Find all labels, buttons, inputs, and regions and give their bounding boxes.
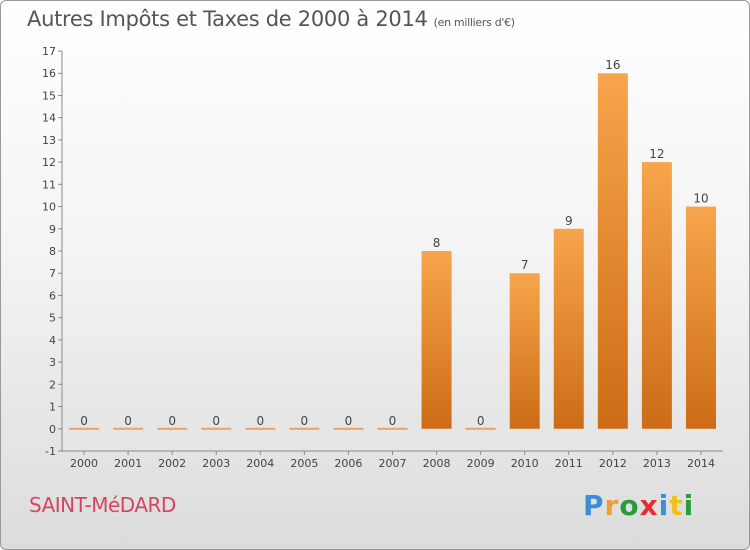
y-tick-label: 1 [49,401,56,414]
chart-title-text: Autres Impôts et Taxes de 2000 à 2014 [27,7,428,31]
x-tick-label: 2005 [290,457,318,470]
bar [289,427,320,430]
chart-unit: (en milliers d'€) [433,16,515,29]
commune-name: SAINT-MéDARD [29,493,176,517]
y-tick-label: 15 [42,89,56,102]
bar [69,427,100,430]
logo-letter: o [619,489,640,522]
logo-letter: i [683,489,695,522]
bar [509,273,540,429]
bar-value-label: 0 [124,414,132,428]
x-tick-label: 2010 [511,457,539,470]
logo-letter: t [669,489,684,522]
x-tick-label: 2008 [423,457,451,470]
bar [421,251,452,429]
bar-value-label: 0 [256,414,264,428]
y-tick-label: 16 [42,67,56,80]
y-tick-label: 13 [42,134,56,147]
bar-value-label: 0 [389,414,397,428]
bar [201,427,232,430]
y-tick-label: 5 [49,312,56,325]
x-tick-label: 2000 [70,457,98,470]
bar-value-label: 0 [168,414,176,428]
logo-letter: i [658,489,670,522]
bar [685,206,716,429]
y-tick-label: 4 [49,334,56,347]
x-tick-label: 2014 [687,457,715,470]
bar [157,427,188,430]
bar-value-label: 0 [345,414,353,428]
bar [465,427,496,430]
x-tick-label: 2012 [599,457,627,470]
bar-value-label: 0 [80,414,88,428]
y-tick-label: 9 [49,223,56,236]
x-tick-label: 2002 [158,457,186,470]
bar [597,73,628,429]
logo-letter: x [639,489,659,522]
bar [245,427,276,430]
y-tick-label: 10 [42,201,56,214]
x-tick-label: 2001 [114,457,142,470]
logo-letter: P [583,489,605,522]
x-tick-label: 2003 [202,457,230,470]
bar-value-label: 0 [301,414,309,428]
x-tick-label: 2004 [246,457,274,470]
bar-value-label: 16 [605,58,620,72]
x-tick-label: 2007 [379,457,407,470]
proxiti-logo[interactable]: Proxiti [583,489,694,522]
x-tick-label: 2011 [555,457,583,470]
y-tick-label: 12 [42,156,56,169]
y-tick-label: 0 [49,423,56,436]
chart-title: Autres Impôts et Taxes de 2000 à 2014 (en… [27,7,515,31]
y-tick-label: 8 [49,245,56,258]
y-tick-label: 6 [49,289,56,302]
y-tick-label: -1 [45,445,56,458]
y-tick-label: 14 [42,112,56,125]
bar [113,427,144,430]
bar [641,162,672,429]
bar-value-label: 8 [433,236,441,250]
y-tick-label: 3 [49,356,56,369]
bar-value-label: 10 [693,192,708,206]
bar-value-label: 0 [477,414,485,428]
bar [377,427,408,430]
x-tick-label: 2013 [643,457,671,470]
bar-value-label: 0 [212,414,220,428]
logo-letter: r [604,489,620,522]
x-tick-label: 2009 [467,457,495,470]
bar-value-label: 9 [565,214,573,228]
y-tick-label: 11 [42,178,56,191]
bar [553,228,584,429]
y-tick-label: 17 [42,45,56,58]
x-tick-label: 2006 [334,457,362,470]
y-tick-label: 2 [49,378,56,391]
y-tick-label: 7 [49,267,56,280]
bar [333,427,364,430]
bar-value-label: 7 [521,258,529,272]
bar-value-label: 12 [649,147,664,161]
